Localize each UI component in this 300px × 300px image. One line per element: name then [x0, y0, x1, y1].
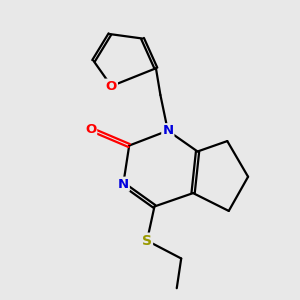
Text: O: O [85, 123, 96, 136]
Text: N: N [162, 124, 173, 137]
Text: O: O [106, 80, 117, 93]
Text: S: S [142, 234, 152, 248]
Text: N: N [118, 178, 129, 191]
